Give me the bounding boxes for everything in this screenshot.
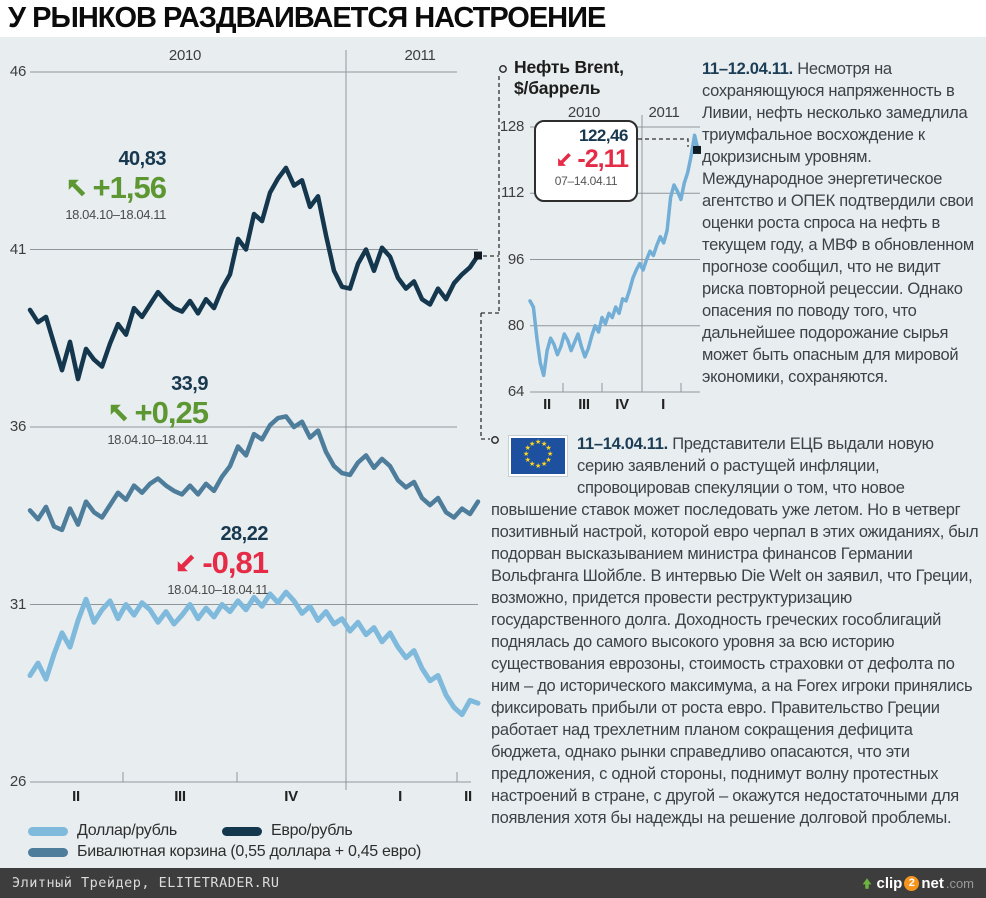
euro-annotation: 40,83 +1,56 18.04.10–18.04.11 bbox=[18, 148, 167, 222]
brent-quarter-label: I bbox=[661, 396, 665, 413]
brent-line bbox=[528, 133, 700, 378]
brent-y-tick-label: 64 bbox=[507, 383, 524, 400]
eu-star-icon: ★ bbox=[529, 440, 535, 448]
eu-flag: ★ ★ ★ ★ ★ ★ ★ ★ ★ ★ ★ ★ bbox=[509, 436, 567, 476]
legend-item-basket: Бивалютная корзина (0,55 доллара + 0,45 … bbox=[28, 843, 421, 861]
brent-note-bullet bbox=[499, 65, 507, 73]
brent-title-line2: $/баррель bbox=[514, 78, 601, 98]
logo-net-text: net bbox=[921, 874, 944, 892]
main-quarter-label: I bbox=[398, 788, 402, 805]
dollar-value: 28,22 bbox=[220, 523, 268, 545]
source-credit: Элитный Трейдер, ELITETRADER.RU bbox=[12, 875, 280, 891]
eu-star-icon: ★ bbox=[524, 457, 531, 464]
eu-star-icon: ★ bbox=[529, 461, 535, 469]
brent-callout-connector bbox=[638, 138, 689, 147]
footer-bar: Элитный Трейдер, ELITETRADER.RU clip 2 n… bbox=[0, 868, 986, 898]
brent-year-label: 2011 bbox=[648, 104, 680, 121]
main-quarter-label: II bbox=[72, 788, 80, 805]
article-euro: ★ ★ ★ ★ ★ ★ ★ ★ ★ ★ ★ ★ 11–14.04.11. Представители … bbox=[491, 433, 984, 829]
article-euro-date: 11–14.04.11. bbox=[577, 435, 668, 453]
basket-value: 33,9 bbox=[171, 373, 208, 395]
brent-y-tick-label: 80 bbox=[507, 316, 524, 334]
main-y-tick-label: 31 bbox=[9, 595, 26, 613]
eu-star-icon: ★ bbox=[541, 440, 547, 448]
main-y-tick-label: 36 bbox=[9, 418, 26, 435]
brent-change: -2,11 bbox=[577, 145, 629, 173]
main-year-label: 2011 bbox=[404, 47, 436, 64]
logo-two-badge: 2 bbox=[904, 875, 920, 891]
logo-com-text: .com bbox=[945, 875, 974, 891]
main-year-label: 2010 bbox=[168, 47, 202, 64]
euro-value: 40,83 bbox=[118, 148, 166, 170]
brent-chart-title: Нефть Brent, $/баррель bbox=[514, 57, 624, 99]
legend-item-euro: Евро/рубль bbox=[222, 822, 353, 840]
bicurrency-basket-line bbox=[27, 414, 481, 533]
down-left-arrow-icon bbox=[558, 152, 572, 166]
euro-change: +1,56 bbox=[92, 170, 167, 205]
main-y-tick-label: 46 bbox=[9, 63, 26, 80]
dollar-ruble-line bbox=[27, 589, 481, 718]
brent-year-label: 2010 bbox=[567, 104, 601, 121]
eu-star-icon: ★ bbox=[547, 451, 553, 458]
eu-star-icon: ★ bbox=[524, 445, 531, 452]
main-quarter-label: III bbox=[174, 788, 186, 805]
basket-annotation: 33,9 +0,25 18.04.10–18.04.11 bbox=[60, 373, 209, 447]
brent-quarter-label: IV bbox=[615, 396, 629, 413]
euro-legend-label: Евро/рубль bbox=[271, 822, 353, 839]
legend-item-dollar: Доллар/рубль bbox=[28, 822, 177, 840]
basket-period: 18.04.10–18.04.11 bbox=[107, 432, 208, 447]
main-quarter-label: II bbox=[464, 788, 472, 805]
eu-star-icon: ★ bbox=[523, 451, 529, 458]
eu-star-icon: ★ bbox=[541, 461, 547, 469]
eu-star-icon: ★ bbox=[535, 439, 541, 446]
euro-note-bullet bbox=[491, 436, 499, 444]
eu-star-icon: ★ bbox=[535, 463, 541, 470]
dollar-legend-swatch bbox=[28, 826, 68, 836]
page-title: У РЫНКОВ РАЗДВАИВАЕТСЯ НАСТРОЕНИЕ bbox=[8, 2, 606, 34]
main-quarter-label: IV bbox=[284, 788, 298, 805]
euro-legend-swatch bbox=[222, 826, 262, 836]
basket-change: +0,25 bbox=[134, 395, 209, 430]
article-euro-text: Представители ЕЦБ выдали новую серию зая… bbox=[491, 435, 979, 827]
brent-period: 07–14.04.11 bbox=[554, 174, 618, 188]
dollar-legend-label: Доллар/рубль bbox=[77, 822, 177, 839]
logo-clip-text: clip bbox=[876, 874, 903, 892]
green-up-arrow-icon bbox=[863, 877, 872, 889]
brent-callout-box: 122,46 -2,11 07–14.04.11 bbox=[534, 120, 638, 202]
brent-quarter-label: III bbox=[578, 396, 590, 413]
euro-period: 18.04.10–18.04.11 bbox=[65, 207, 166, 222]
brent-y-tick-label: 128 bbox=[499, 118, 524, 135]
brent-title-line1: Нефть Brent, bbox=[514, 57, 624, 77]
clip2net-logo: clip 2 net .com bbox=[860, 875, 974, 892]
down-left-arrow-icon bbox=[178, 554, 195, 572]
basket-legend-label: Бивалютная корзина (0,55 доллара + 0,45 … bbox=[77, 843, 422, 860]
dollar-change: -0,81 bbox=[202, 545, 269, 580]
dollar-period: 18.04.10–18.04.11 bbox=[167, 582, 268, 597]
title-bar: У РЫНКОВ РАЗДВАИВАЕТСЯ НАСТРОЕНИЕ bbox=[0, 0, 986, 37]
brent-y-tick-label: 112 bbox=[500, 184, 524, 202]
brent-y-tick-label: 96 bbox=[507, 250, 524, 268]
euro-end-marker bbox=[474, 251, 482, 260]
main-y-tick-label: 41 bbox=[9, 240, 26, 258]
eu-star-icon: ★ bbox=[545, 457, 552, 464]
up-left-arrow-icon bbox=[110, 404, 127, 422]
brent-quarter-label: II bbox=[543, 396, 551, 413]
up-left-arrow-icon bbox=[68, 179, 85, 197]
main-y-tick-label: 26 bbox=[9, 773, 26, 790]
article-oil-text: Несмотря на сохраняющуюся напряженность … bbox=[702, 60, 974, 386]
euro-ruble-line bbox=[27, 165, 481, 382]
dollar-annotation: 28,22 -0,81 18.04.10–18.04.11 bbox=[118, 523, 269, 597]
brent-value: 122,46 bbox=[579, 126, 629, 145]
basket-legend-swatch bbox=[28, 847, 68, 857]
brent-end-marker bbox=[693, 145, 701, 154]
eu-star-icon: ★ bbox=[545, 445, 552, 452]
article-oil: 11–12.04.11. Несмотря на сохраняющуюся н… bbox=[702, 58, 984, 388]
article-oil-date: 11–12.04.11. bbox=[702, 60, 793, 78]
